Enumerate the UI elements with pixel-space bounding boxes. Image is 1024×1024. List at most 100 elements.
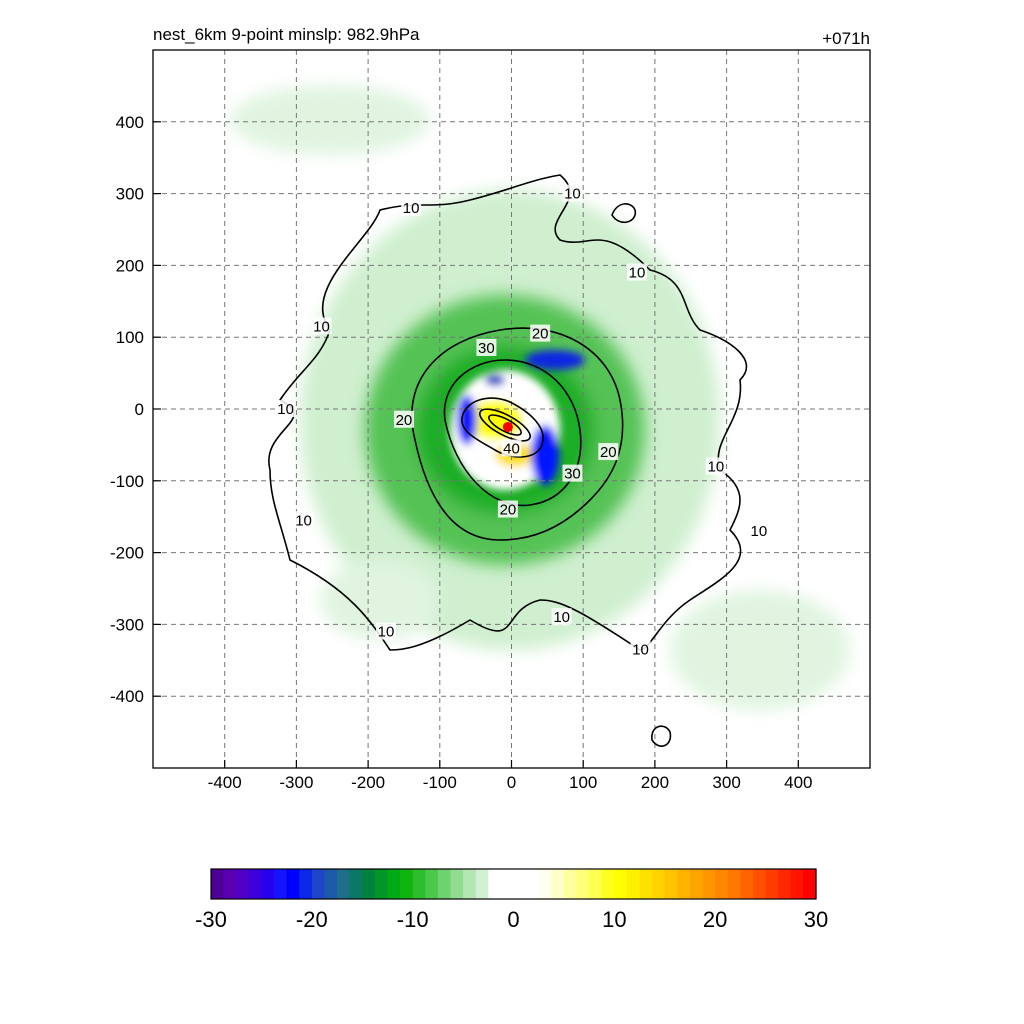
colorbar-swatch <box>223 869 237 899</box>
forecast-hour-label: +071h <box>822 29 870 48</box>
y-tick-label: -200 <box>110 544 144 563</box>
colorbar-swatch <box>601 869 615 899</box>
colorbar-swatch <box>324 869 338 899</box>
colorbar-swatch <box>387 869 401 899</box>
x-tick-label: 0 <box>507 773 516 792</box>
contour-20 <box>411 327 624 541</box>
storm-center-marker <box>502 421 513 432</box>
colorbar-swatch <box>362 869 376 899</box>
contour-label: 20 <box>396 412 413 429</box>
contour-40-inner-2 <box>488 414 522 436</box>
contour-label: 30 <box>478 340 495 357</box>
contour-label: 10 <box>378 624 395 641</box>
colorbar-tick-label: -20 <box>296 907 328 932</box>
colorbar-swatch <box>488 869 502 899</box>
contour-label-bg <box>293 511 314 529</box>
colorbar-swatch <box>400 869 414 899</box>
colorbar-swatch <box>475 869 489 899</box>
colorbar-swatch <box>626 869 641 899</box>
contour-10-fragment-south <box>651 725 672 747</box>
contour-30 <box>443 359 582 507</box>
colorbar-swatch <box>752 869 767 899</box>
contour-label-bg <box>401 198 422 216</box>
y-axis: -400 -300 -200 -100 0 100 200 300 400 <box>110 113 161 706</box>
colorbar-swatch <box>526 869 540 899</box>
colorbar-swatch <box>349 869 363 899</box>
colorbar-swatch <box>576 869 590 899</box>
x-tick-label: -200 <box>351 773 385 792</box>
colorbar-swatch <box>425 869 439 899</box>
contour-label-bg <box>311 317 332 335</box>
y-tick-label: 300 <box>116 185 144 204</box>
contour-label: 10 <box>553 609 570 626</box>
y-tick-label: -400 <box>110 687 144 706</box>
y-tick-label: 0 <box>135 400 144 419</box>
colorbar: -30 -20 -10 0 10 20 30 <box>195 868 828 932</box>
colorbar-swatch <box>689 869 704 899</box>
x-tick-label: 100 <box>569 773 597 792</box>
contour-10 <box>268 174 748 651</box>
negative-lobe-north <box>525 350 585 370</box>
outer-band-southwest <box>320 560 440 640</box>
colorbar-swatch <box>614 869 628 899</box>
colorbar-swatch <box>463 869 477 899</box>
y-tick-label: -300 <box>110 615 144 634</box>
colorbar-swatch <box>274 869 288 899</box>
contour-label: 10 <box>564 186 581 203</box>
contour-label: 10 <box>751 523 768 540</box>
x-axis: -400 -300 -200 -100 0 100 200 300 400 <box>208 760 812 792</box>
colorbar-swatch <box>374 869 389 899</box>
colorbar-swatch <box>803 869 817 899</box>
contour-label: 10 <box>313 318 330 335</box>
contour-label-bg <box>476 338 497 356</box>
colorbar-swatch <box>790 869 804 899</box>
contour-label: 30 <box>564 466 581 483</box>
colorbar-swatch <box>261 869 275 899</box>
contour-label-bg <box>275 400 296 417</box>
contour-label-bg <box>705 457 726 475</box>
colorbar-swatch <box>765 869 779 899</box>
colorbar-tick-label: -10 <box>397 907 429 932</box>
y-tick-label: 200 <box>116 256 144 275</box>
colorbar-swatch <box>437 869 452 899</box>
negative-lobe-northwest <box>485 374 505 386</box>
colorbar-swatch <box>513 869 527 899</box>
colorbar-swatch <box>412 869 426 899</box>
contour-label: 10 <box>708 458 725 475</box>
x-tick-label: 300 <box>712 773 740 792</box>
contour-label: 10 <box>295 512 312 529</box>
colorbar-swatch <box>236 869 250 899</box>
contour-label-bg <box>376 622 397 640</box>
contour-label: 20 <box>532 326 549 343</box>
contour-label-bg <box>530 324 551 342</box>
contour-label-bg <box>748 522 769 540</box>
colorbar-swatch <box>450 869 464 899</box>
colorbar-swatch <box>639 869 653 899</box>
contour-label: 20 <box>600 444 617 461</box>
colorbar-tick-label: 0 <box>507 907 519 932</box>
outer-band-east <box>670 590 850 710</box>
colorbar-swatch <box>551 869 565 899</box>
colorbar-swatch <box>248 869 263 899</box>
contour-label-bg <box>551 608 572 626</box>
colorbar-swatch <box>589 869 603 899</box>
contour-label-bg <box>598 443 619 461</box>
colorbar-swatch <box>677 869 691 899</box>
negative-lobe-west <box>457 395 477 445</box>
contour-10-fragment-east <box>611 203 637 224</box>
x-tick-label: 200 <box>641 773 669 792</box>
contour-label-bg <box>393 410 414 428</box>
colorbar-swatch <box>715 869 729 899</box>
gridlines <box>153 50 870 768</box>
colorbar-swatch <box>652 869 666 899</box>
contour-40-outer <box>461 397 544 458</box>
contour-label: 10 <box>632 642 649 659</box>
contour-lines <box>268 174 748 747</box>
contour-label-bg <box>562 464 583 482</box>
contour-label-bg <box>626 263 647 281</box>
colorbar-swatch <box>311 869 326 899</box>
colorbar-swatch <box>778 869 792 899</box>
colorbar-swatch <box>211 869 225 899</box>
y-tick-label: -100 <box>110 472 144 491</box>
